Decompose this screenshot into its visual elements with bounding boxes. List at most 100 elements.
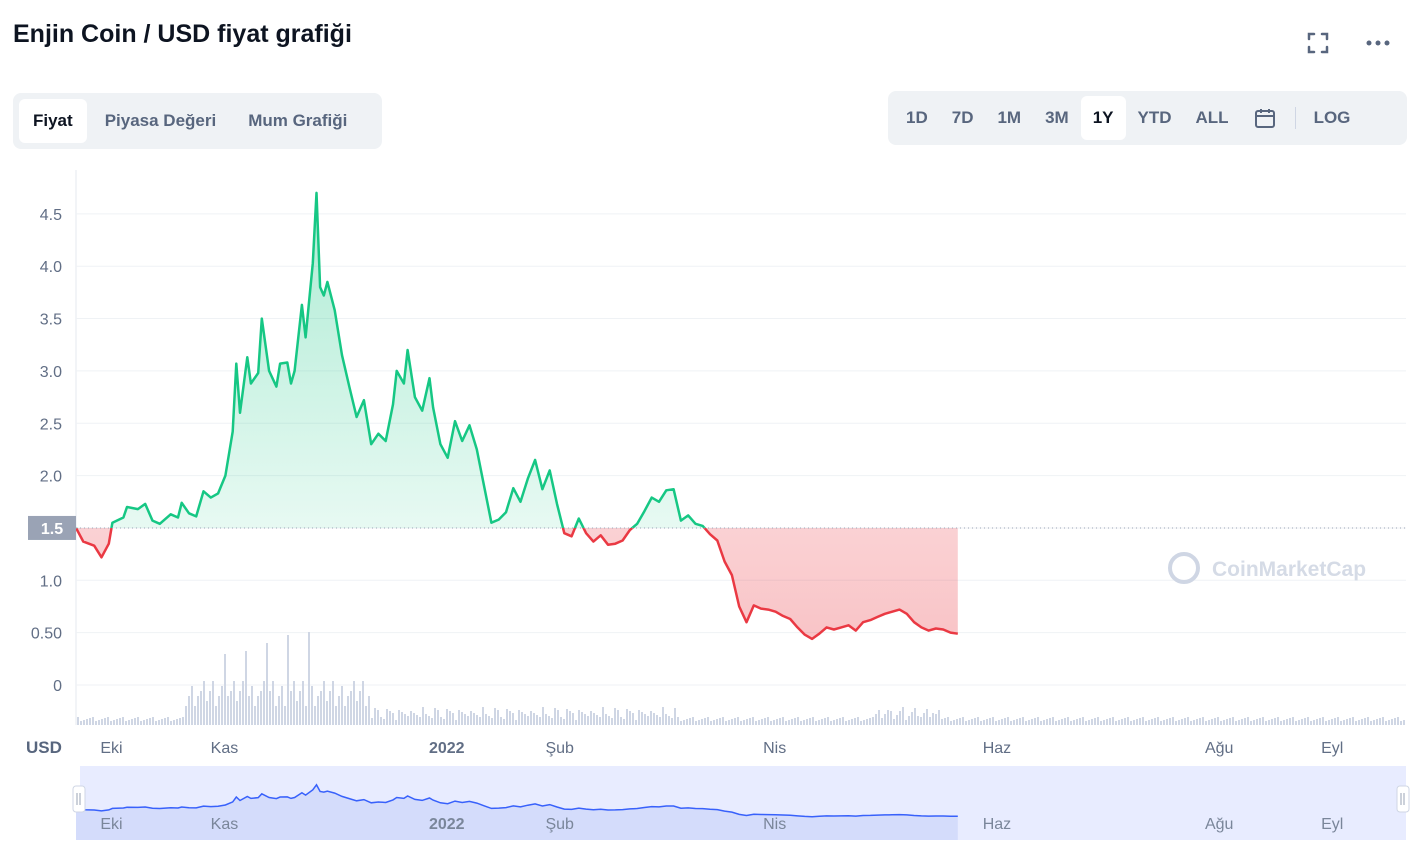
volume-bar (1349, 718, 1351, 725)
y-tick-label: 3.0 (40, 364, 62, 381)
volume-bar (1304, 718, 1306, 725)
range-1d[interactable]: 1D (906, 108, 928, 127)
volume-bar (701, 719, 703, 725)
volume-bar (341, 686, 343, 725)
volume-bar (1331, 719, 1333, 725)
volume-bar (1013, 720, 1015, 725)
more-horizontal-icon[interactable] (1365, 30, 1391, 56)
volume-bar (1256, 719, 1258, 725)
volume-bar (656, 715, 658, 725)
volume-bar (842, 717, 844, 725)
volume-bar (1184, 718, 1186, 725)
volume-bar (221, 686, 223, 725)
tab-fiyat[interactable]: Fiyat (19, 99, 87, 143)
range-1m[interactable]: 1M (997, 108, 1022, 127)
volume-bar (974, 718, 976, 725)
volume-bar (1205, 721, 1207, 725)
volume-bar (86, 719, 88, 725)
volume-bar (281, 686, 283, 725)
volume-bar (299, 691, 301, 725)
volume-bar (1214, 718, 1216, 725)
range-1y[interactable]: 1Y (1080, 96, 1126, 140)
fullscreen-icon[interactable] (1305, 30, 1331, 56)
log-toggle[interactable]: LOG (1313, 108, 1351, 127)
volume-bar (128, 720, 130, 725)
volume-bar (959, 718, 961, 725)
volume-bar (1082, 717, 1084, 725)
volume-bar (635, 720, 637, 725)
price-area-down (76, 527, 958, 639)
volume-bar (197, 696, 199, 725)
volume-bar (542, 707, 544, 725)
volume-bar (1358, 720, 1360, 725)
volume-bar (929, 717, 931, 725)
volume-bar (1211, 719, 1213, 725)
volume-bar (1193, 720, 1195, 725)
volume-bar (119, 718, 121, 725)
volume-bar (1118, 720, 1120, 725)
volume-bar (254, 706, 256, 725)
volume-bar (1283, 720, 1285, 725)
tab-piyasa-degeri[interactable]: Piyasa Değeri (104, 111, 217, 130)
volume-bar (1292, 717, 1294, 725)
volume-bar (308, 632, 310, 725)
volume-bar (659, 717, 661, 725)
y-tick-label: 4.5 (40, 207, 62, 224)
page-title: Enjin Coin / USD fiyat grafiği (13, 20, 352, 48)
volume-bar (977, 717, 979, 725)
range-3m[interactable]: 3M (1045, 108, 1069, 127)
volume-bar (953, 720, 955, 725)
volume-bar (572, 713, 574, 725)
volume-bar (1091, 719, 1093, 725)
volume-bar (95, 721, 97, 725)
volume-bar (836, 719, 838, 725)
volume-bar (1253, 720, 1255, 725)
volume-bar (1307, 717, 1309, 725)
volume-bar (593, 713, 595, 725)
volume-bar (1397, 717, 1399, 725)
chart-type-tabs: Fiyat Piyasa Değeri Mum Grafiği (13, 93, 382, 149)
volume-bar (407, 716, 409, 725)
volume-bar (374, 708, 376, 725)
volume-bar (1322, 717, 1324, 725)
volume-bar (872, 717, 874, 725)
volume-bar (1385, 721, 1387, 725)
volume-bar (227, 696, 229, 725)
volume-bar (1325, 721, 1327, 725)
volume-bar (215, 706, 217, 725)
volume-bar (599, 717, 601, 725)
price-chart[interactable]: 0 0.50 1.0 1.5 2.0 2.5 3.0 3.5 4.0 4.5 1.5 CoinMa… (0, 160, 1413, 856)
range-navigator[interactable]: Eki Kas 2022 Şub Nis Haz Ağu Eyl (72, 766, 1410, 840)
navigator-handle-right[interactable] (1396, 785, 1410, 813)
volume-bar (1010, 721, 1012, 725)
tab-mum-grafigi[interactable]: Mum Grafiği (248, 111, 348, 130)
calendar-icon[interactable] (1241, 96, 1289, 140)
volume-bar (206, 701, 208, 725)
volume-bar (1337, 717, 1339, 725)
navigator-tick-label: Şub (545, 816, 574, 833)
navigator-tick-label: 2022 (429, 816, 465, 833)
volume-bar (209, 691, 211, 725)
volume-bar (188, 696, 190, 725)
volume-bar (98, 720, 100, 725)
volume-bar (692, 717, 694, 725)
volume-bar (1172, 717, 1174, 725)
volume-bar (644, 714, 646, 725)
volume-bar (1037, 717, 1039, 725)
volume-bar (647, 716, 649, 725)
volume-bar (767, 717, 769, 725)
range-all[interactable]: ALL (1195, 108, 1229, 127)
volume-bar (824, 718, 826, 725)
volume-bar (290, 691, 292, 725)
volume-bar (608, 716, 610, 725)
volume-bar (242, 681, 244, 725)
volume-bar (932, 713, 934, 725)
volume-bar (1199, 718, 1201, 725)
volume-bar (107, 717, 109, 725)
range-7d[interactable]: 7D (951, 108, 974, 127)
navigator-handle-left[interactable] (72, 785, 86, 813)
volume-bar (512, 713, 514, 725)
range-ytd[interactable]: YTD (1137, 108, 1172, 127)
volume-bar (425, 714, 427, 725)
volume-bar (521, 712, 523, 725)
